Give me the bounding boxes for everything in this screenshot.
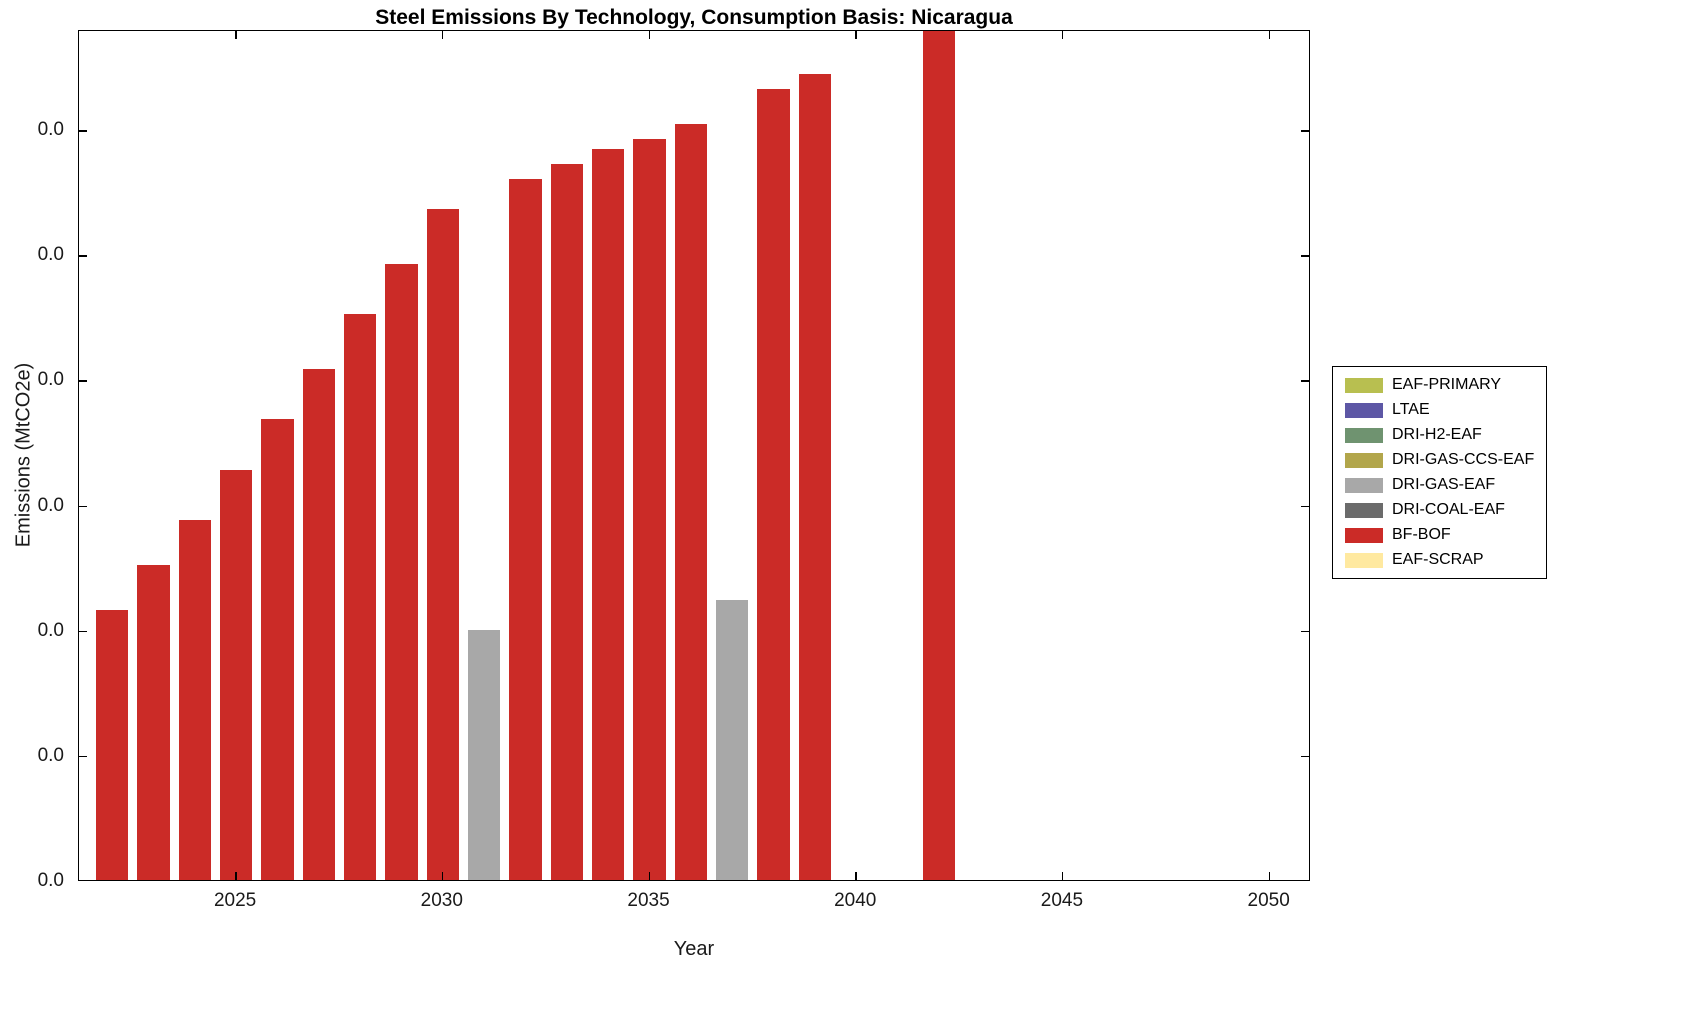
- legend-item-dri-gas-ccs-eaf: DRI-GAS-CCS-EAF: [1345, 451, 1534, 469]
- y-tick-mark: [1301, 505, 1309, 508]
- bar-2026-bf-bof: [261, 419, 294, 880]
- bar-2037-dri-gas-eaf: [716, 599, 749, 880]
- legend-label: DRI-GAS-CCS-EAF: [1392, 451, 1535, 468]
- x-tick-mark: [441, 31, 444, 39]
- legend-swatch-dri-coal-eaf: [1345, 502, 1383, 518]
- bar-2024-bf-bof: [178, 519, 211, 880]
- legend-swatch-bf-bof: [1345, 527, 1383, 543]
- y-tick-mark: [79, 130, 87, 132]
- x-tick-mark: [1268, 872, 1271, 880]
- x-tick-mark: [1061, 872, 1064, 880]
- legend-label: DRI-H2-EAF: [1392, 426, 1482, 443]
- x-tick-mark: [1268, 31, 1271, 39]
- legend-swatch-dri-gas-ccs-eaf: [1345, 452, 1383, 468]
- x-tick-mark: [855, 31, 857, 39]
- legend-item-dri-h2-eaf: DRI-H2-EAF: [1345, 426, 1534, 444]
- bar-2036-bf-bof: [674, 124, 707, 880]
- y-tick-mark: [1301, 630, 1309, 633]
- y-tick-label: 0.0: [37, 870, 64, 891]
- x-tick-label: 2025: [213, 890, 257, 911]
- legend-item-dri-coal-eaf: DRI-COAL-EAF: [1345, 501, 1534, 519]
- bar-2035-bf-bof: [633, 139, 666, 880]
- x-tick-mark: [235, 31, 237, 39]
- legend-label: EAF-PRIMARY: [1392, 376, 1502, 393]
- legend-item-eaf-scrap: EAF-SCRAP: [1345, 551, 1534, 569]
- chart-title: Steel Emissions By Technology, Consumpti…: [375, 6, 1013, 29]
- y-tick-label: 0.0: [37, 619, 64, 641]
- y-tick-label: 0.0: [37, 744, 64, 766]
- x-axis-label: Year: [673, 938, 715, 960]
- y-tick-mark: [79, 255, 87, 257]
- legend-item-eaf-primary: EAF-PRIMARY: [1345, 376, 1534, 394]
- bar-2022-bf-bof: [95, 609, 129, 880]
- bar-2028-bf-bof: [344, 314, 377, 880]
- legend-label: BF-BOF: [1392, 526, 1451, 543]
- x-tick-label: 2045: [1040, 890, 1084, 911]
- legend-label: LTAE: [1392, 401, 1430, 418]
- bar-2032-bf-bof: [509, 179, 542, 880]
- x-tick-mark: [648, 872, 651, 880]
- y-tick-mark: [79, 755, 87, 758]
- bar-2027-bf-bof: [302, 369, 335, 880]
- legend-label: DRI-GAS-EAF: [1392, 476, 1496, 493]
- legend-swatch-dri-h2-eaf: [1345, 427, 1383, 443]
- x-tick-mark: [235, 872, 237, 880]
- x-tick-label: 2030: [420, 890, 463, 911]
- legend-swatch-ltae: [1345, 402, 1383, 418]
- x-tick-label: 2035: [627, 890, 670, 911]
- legend-label: DRI-COAL-EAF: [1392, 501, 1505, 518]
- x-tick-label: 2050: [1247, 890, 1290, 911]
- legend-item-bf-bof: BF-BOF: [1345, 526, 1534, 544]
- y-tick-label: 0.0: [37, 369, 64, 391]
- x-tick-label: 2040: [834, 890, 877, 911]
- x-tick-mark: [441, 872, 444, 880]
- x-tick-mark: [648, 31, 651, 39]
- y-tick-mark: [1301, 255, 1309, 257]
- bar-2025-bf-bof: [219, 469, 253, 880]
- y-tick-mark: [79, 505, 87, 508]
- bar-2023-bf-bof: [137, 564, 170, 880]
- y-tick-label: 0.0: [37, 119, 64, 141]
- legend-swatch-eaf-primary: [1345, 377, 1383, 393]
- bar-2031-dri-gas-eaf: [468, 629, 501, 880]
- y-tick-label: 0.0: [37, 494, 64, 516]
- legend-item-ltae: LTAE: [1345, 401, 1534, 419]
- x-tick-mark: [1061, 31, 1064, 39]
- bar-2029-bf-bof: [385, 264, 418, 880]
- legend: EAF-PRIMARY LTAE DRI-H2-EAF DRI-GAS-CCS-EAF…: [1332, 366, 1548, 579]
- bar-2030-bf-bof: [426, 209, 459, 880]
- legend-swatch-dri-gas-eaf: [1345, 477, 1383, 493]
- y-tick-mark: [79, 630, 87, 633]
- bar-2038-bf-bof: [757, 89, 790, 880]
- bar-2042-bf-bof: [922, 31, 956, 880]
- x-tick-mark: [855, 872, 857, 880]
- bar-2034-bf-bof: [592, 149, 625, 880]
- legend-item-dri-gas-eaf: DRI-GAS-EAF: [1345, 476, 1534, 494]
- y-tick-mark: [1301, 755, 1309, 758]
- y-tick-mark: [1301, 380, 1309, 382]
- legend-label: EAF-SCRAP: [1392, 551, 1484, 568]
- bar-2033-bf-bof: [550, 164, 583, 880]
- y-tick-label: 0.0: [37, 244, 64, 266]
- y-tick-mark: [1301, 130, 1309, 132]
- plot-area: [78, 30, 1310, 881]
- y-tick-mark: [79, 380, 87, 382]
- bar-2039-bf-bof: [798, 74, 831, 880]
- legend-swatch-eaf-scrap: [1345, 552, 1383, 568]
